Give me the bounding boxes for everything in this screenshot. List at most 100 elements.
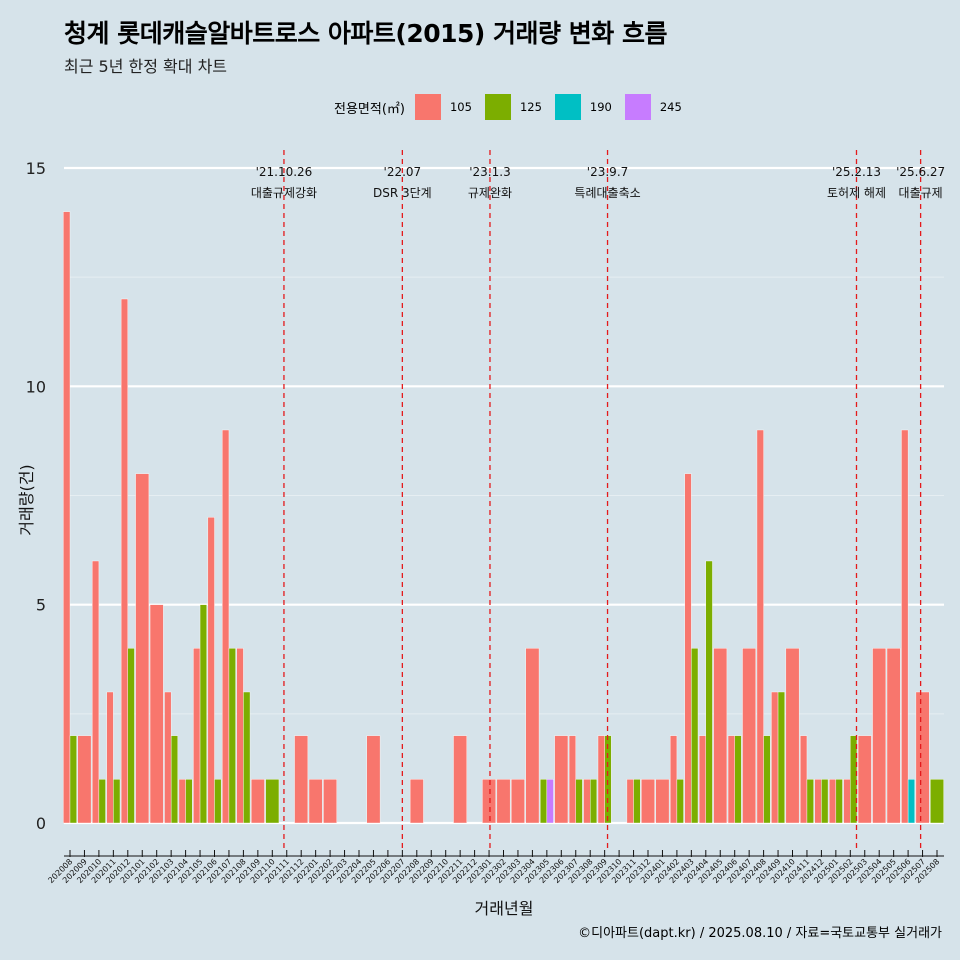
annotation-date: '25.2.13 [832, 165, 881, 179]
legend-swatch-245 [624, 94, 651, 120]
legend-label-125: 125 [519, 100, 542, 114]
bar-125-202104 [185, 779, 193, 824]
bar-125-202402 [676, 779, 684, 824]
bar-125-202010 [98, 779, 106, 824]
annotation-date: '23.1.3 [469, 165, 510, 179]
legend-label-190: 190 [589, 100, 612, 114]
bar-105-202409 [771, 691, 779, 824]
bar-125-202404 [705, 560, 713, 824]
bar-105-202312 [641, 779, 655, 824]
legend-label-105: 105 [449, 100, 472, 114]
bar-105-202101 [135, 473, 150, 824]
bar-105-202303 [511, 779, 525, 824]
bar-125-202108 [243, 691, 251, 824]
bar-105-202504 [872, 648, 887, 824]
bar-125-202409 [777, 691, 785, 824]
bar-105-202008 [63, 211, 71, 824]
bar-125-202305 [540, 779, 548, 824]
bar-105-202105 [193, 648, 201, 824]
bar-105-202012 [120, 298, 128, 824]
bar-105-202104 [178, 779, 186, 824]
annotation-date: '21.10.26 [256, 165, 313, 179]
bar-125-202502 [850, 735, 858, 824]
bar-105-202408 [756, 429, 764, 824]
bar-125-202105 [199, 604, 207, 824]
bar-105-202009 [77, 735, 92, 824]
bar-125-202411 [806, 779, 814, 824]
bar-125-202501 [835, 779, 843, 824]
bar-105-202109 [251, 779, 265, 824]
legend-title: 전용면적(㎡) [334, 101, 405, 117]
bar-125-202307 [575, 779, 583, 824]
bar-105-202112 [294, 735, 309, 824]
bar-105-202309 [597, 735, 605, 824]
bar-125-202008 [69, 735, 77, 824]
y-axis-title: 거래량(건) [17, 464, 36, 535]
bar-105-202410 [785, 648, 800, 824]
bar-105-202502 [843, 779, 851, 824]
bar-105-202211 [453, 735, 467, 824]
bar-105-202301 [482, 779, 496, 824]
bar-105-202506 [901, 429, 909, 824]
bar-105-202011 [106, 691, 114, 824]
chart-title: 청계 롯데캐슬알바트로스 아파트(2015) 거래량 변화 흐름 [64, 19, 667, 48]
bar-105-202208 [409, 779, 424, 824]
annotation-date: '22.07 [384, 165, 422, 179]
x-axis-title: 거래년월 [475, 899, 534, 918]
bar-105-202411 [800, 735, 808, 824]
y-tick-label: 15 [26, 159, 46, 178]
bar-125-202311 [633, 779, 641, 824]
legend: 전용면적(㎡) 105 125 190 245 [334, 92, 695, 122]
annotation-label: DSR 3단계 [373, 186, 432, 200]
bar-125-202107 [228, 648, 236, 824]
bar-105-202108 [236, 648, 244, 824]
y-tick-label: 10 [26, 377, 46, 396]
bar-105-202407 [742, 648, 756, 824]
bar-105-202106 [207, 517, 215, 824]
bar-125-202403 [691, 648, 699, 824]
bar-105-202307 [568, 735, 576, 824]
bar-105-202402 [670, 735, 678, 824]
bar-105-202503 [857, 735, 872, 824]
bar-105-202306 [554, 735, 569, 824]
bar-105-202201 [308, 779, 323, 824]
bar-125-202012 [127, 648, 135, 824]
source-caption: ©디아파트(dapt.kr) / 2025.08.10 / 자료=국토교통부 실… [578, 926, 942, 941]
bar-105-202205 [366, 735, 381, 824]
legend-swatch-125 [484, 94, 511, 120]
bar-125-202110 [265, 779, 280, 824]
bar-105-202102 [149, 604, 164, 824]
y-tick-label: 0 [36, 814, 46, 833]
bar-105-202304 [525, 648, 540, 824]
bar-105-202406 [727, 735, 735, 824]
legend-swatch-105 [414, 94, 441, 120]
bar-105-202404 [698, 735, 707, 824]
bar-105-202010 [92, 560, 100, 824]
bar-105-202403 [684, 473, 692, 824]
bar-105-202308 [583, 779, 591, 824]
annotation-label: 규제완화 [468, 186, 512, 200]
bar-105-202107 [222, 429, 230, 824]
bar-125-202011 [113, 779, 121, 824]
bar-125-202408 [763, 735, 771, 824]
bar-190-202506 [907, 779, 915, 824]
bar-125-202412 [821, 779, 829, 824]
bar-105-202401 [655, 779, 670, 824]
bar-105-202501 [829, 779, 837, 824]
bar-105-202405 [713, 648, 728, 824]
bar-105-202505 [886, 648, 901, 824]
bar-105-202412 [814, 779, 822, 824]
bar-125-202106 [214, 779, 222, 824]
bar-105-202103 [164, 691, 172, 824]
annotation-label: 특례대출축소 [574, 186, 640, 200]
legend-label-245: 245 [659, 100, 682, 114]
bar-105-202507 [915, 691, 930, 824]
annotation-label: 대출규제 [899, 186, 943, 200]
annotation-date: '23.9.7 [587, 165, 628, 179]
bar-125-202103 [170, 735, 178, 824]
bar-105-202311 [626, 779, 634, 824]
bar-105-202302 [496, 779, 511, 824]
bar-105-202202 [323, 779, 337, 824]
annotation-date: '25.6.27 [896, 165, 945, 179]
